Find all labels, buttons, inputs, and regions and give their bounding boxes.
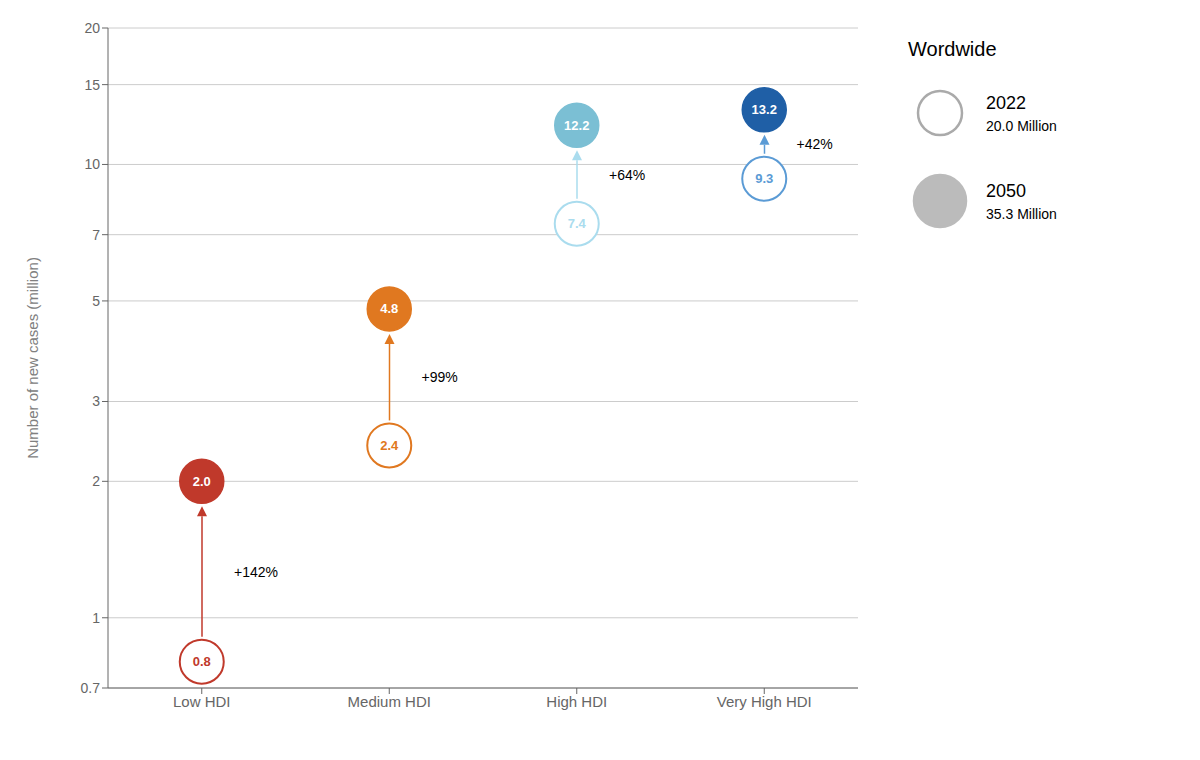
svg-text:+64%: +64% [609,167,645,183]
html-text:2050: 2050 [986,180,1026,201]
svg-text:12.2: 12.2 [564,118,589,133]
svg-text:3: 3 [92,393,100,409]
svg-text:7.4: 7.4 [568,216,587,231]
html-text:2022: 2022 [986,92,1026,113]
svg-text:Very High HDI: Very High HDI [717,693,812,710]
svg-text:13.2: 13.2 [752,102,777,117]
svg-text:2: 2 [92,473,100,489]
svg-text:10: 10 [84,156,100,172]
svg-text:9.3: 9.3 [755,171,773,186]
svg-text:5: 5 [92,293,100,309]
svg-text:0.8: 0.8 [193,654,211,669]
svg-text:2.4: 2.4 [380,438,399,453]
svg-text:15: 15 [84,77,100,93]
svg-text:4.8: 4.8 [380,301,398,316]
html-text:35.3 Million: 35.3 Million [986,205,1057,222]
svg-text:7: 7 [92,227,100,243]
svg-text:+142%: +142% [234,564,278,580]
svg-text:Low HDI: Low HDI [173,693,231,710]
svg-text:+99%: +99% [422,369,458,385]
svg-text:+42%: +42% [797,136,833,152]
html-text:20.0 Million: 20.0 Million [986,117,1057,134]
svg-text:Number of new cases (million): Number of new cases (million) [24,257,41,459]
svg-text:Medium HDI: Medium HDI [348,693,431,710]
svg-text:0.7: 0.7 [81,680,101,696]
svg-text:2.0: 2.0 [193,474,211,489]
svg-text:1: 1 [92,610,100,626]
html-text:Wordwide: Wordwide [908,38,997,60]
svg-text:20: 20 [84,20,100,36]
svg-text:High HDI: High HDI [546,693,607,710]
